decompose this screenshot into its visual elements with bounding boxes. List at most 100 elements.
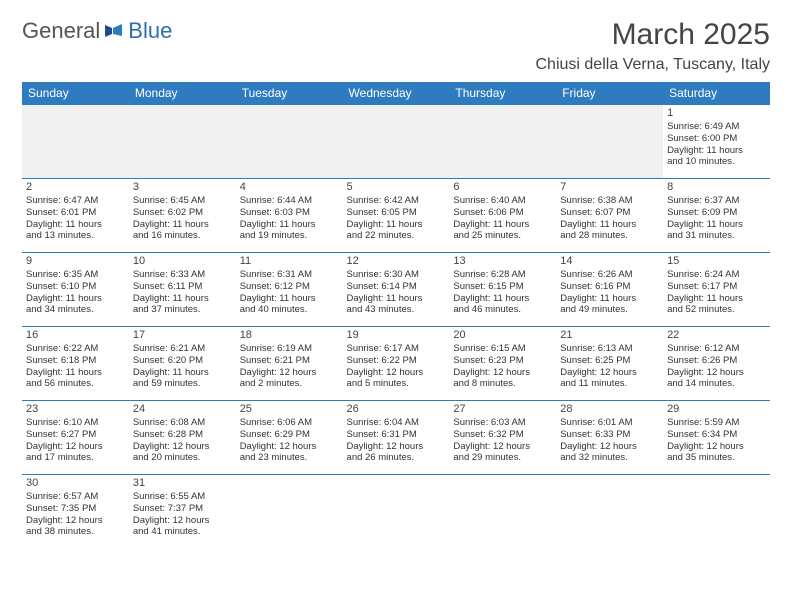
sunrise-text: Sunrise: 6:19 AM (240, 343, 339, 355)
day-number: 15 (667, 255, 766, 269)
day-number: 10 (133, 255, 232, 269)
daylight-text: and 20 minutes. (133, 452, 232, 464)
daylight-text: Daylight: 12 hours (453, 367, 552, 379)
sunrise-text: Sunrise: 6:40 AM (453, 195, 552, 207)
sunset-text: Sunset: 6:17 PM (667, 281, 766, 293)
calendar-cell: 3Sunrise: 6:45 AMSunset: 6:02 PMDaylight… (129, 179, 236, 253)
calendar-cell: 9Sunrise: 6:35 AMSunset: 6:10 PMDaylight… (22, 253, 129, 327)
day-header: Tuesday (236, 82, 343, 105)
title-block: March 2025 Chiusi della Verna, Tuscany, … (536, 18, 771, 74)
sunset-text: Sunset: 6:26 PM (667, 355, 766, 367)
daylight-text: and 29 minutes. (453, 452, 552, 464)
sunset-text: Sunset: 6:34 PM (667, 429, 766, 441)
calendar-week-row: 2Sunrise: 6:47 AMSunset: 6:01 PMDaylight… (22, 179, 770, 253)
calendar-cell: 11Sunrise: 6:31 AMSunset: 6:12 PMDayligh… (236, 253, 343, 327)
daylight-text: and 17 minutes. (26, 452, 125, 464)
sunset-text: Sunset: 6:21 PM (240, 355, 339, 367)
day-header: Monday (129, 82, 236, 105)
day-number: 4 (240, 181, 339, 195)
calendar-cell: 13Sunrise: 6:28 AMSunset: 6:15 PMDayligh… (449, 253, 556, 327)
day-number: 23 (26, 403, 125, 417)
calendar-cell: 27Sunrise: 6:03 AMSunset: 6:32 PMDayligh… (449, 401, 556, 475)
sunrise-text: Sunrise: 6:06 AM (240, 417, 339, 429)
daylight-text: Daylight: 11 hours (347, 219, 446, 231)
day-header: Wednesday (343, 82, 450, 105)
calendar-cell (556, 475, 663, 549)
daylight-text: Daylight: 12 hours (26, 515, 125, 527)
daylight-text: and 13 minutes. (26, 230, 125, 242)
daylight-text: and 10 minutes. (667, 156, 766, 168)
day-number: 30 (26, 477, 125, 491)
calendar-cell: 17Sunrise: 6:21 AMSunset: 6:20 PMDayligh… (129, 327, 236, 401)
calendar-week-row: 1Sunrise: 6:49 AMSunset: 6:00 PMDaylight… (22, 105, 770, 179)
daylight-text: Daylight: 11 hours (133, 219, 232, 231)
sunrise-text: Sunrise: 6:26 AM (560, 269, 659, 281)
day-number: 28 (560, 403, 659, 417)
daylight-text: and 14 minutes. (667, 378, 766, 390)
day-header: Sunday (22, 82, 129, 105)
day-number: 1 (667, 107, 766, 121)
daylight-text: and 28 minutes. (560, 230, 659, 242)
month-title: March 2025 (536, 18, 771, 52)
calendar-cell: 1Sunrise: 6:49 AMSunset: 6:00 PMDaylight… (663, 105, 770, 179)
sunset-text: Sunset: 7:35 PM (26, 503, 125, 515)
sunset-text: Sunset: 6:22 PM (347, 355, 446, 367)
sunset-text: Sunset: 6:11 PM (133, 281, 232, 293)
daylight-text: and 34 minutes. (26, 304, 125, 316)
calendar-cell: 22Sunrise: 6:12 AMSunset: 6:26 PMDayligh… (663, 327, 770, 401)
day-number: 17 (133, 329, 232, 343)
daylight-text: and 22 minutes. (347, 230, 446, 242)
calendar-cell: 6Sunrise: 6:40 AMSunset: 6:06 PMDaylight… (449, 179, 556, 253)
sunrise-text: Sunrise: 6:31 AM (240, 269, 339, 281)
daylight-text: and 46 minutes. (453, 304, 552, 316)
day-number: 8 (667, 181, 766, 195)
calendar-cell (236, 475, 343, 549)
calendar-cell: 24Sunrise: 6:08 AMSunset: 6:28 PMDayligh… (129, 401, 236, 475)
daylight-text: and 23 minutes. (240, 452, 339, 464)
day-number: 29 (667, 403, 766, 417)
sunset-text: Sunset: 7:37 PM (133, 503, 232, 515)
day-number: 16 (26, 329, 125, 343)
daylight-text: Daylight: 12 hours (26, 441, 125, 453)
daylight-text: Daylight: 11 hours (347, 293, 446, 305)
sunset-text: Sunset: 6:33 PM (560, 429, 659, 441)
sunrise-text: Sunrise: 6:03 AM (453, 417, 552, 429)
sunset-text: Sunset: 6:14 PM (347, 281, 446, 293)
calendar-cell: 30Sunrise: 6:57 AMSunset: 7:35 PMDayligh… (22, 475, 129, 549)
daylight-text: and 5 minutes. (347, 378, 446, 390)
sunset-text: Sunset: 6:03 PM (240, 207, 339, 219)
sunrise-text: Sunrise: 6:55 AM (133, 491, 232, 503)
day-header: Saturday (663, 82, 770, 105)
daylight-text: and 19 minutes. (240, 230, 339, 242)
calendar-cell: 2Sunrise: 6:47 AMSunset: 6:01 PMDaylight… (22, 179, 129, 253)
sunset-text: Sunset: 6:25 PM (560, 355, 659, 367)
calendar-cell: 29Sunrise: 5:59 AMSunset: 6:34 PMDayligh… (663, 401, 770, 475)
sunrise-text: Sunrise: 6:44 AM (240, 195, 339, 207)
daylight-text: Daylight: 11 hours (667, 293, 766, 305)
day-number: 7 (560, 181, 659, 195)
sunrise-text: Sunrise: 6:12 AM (667, 343, 766, 355)
sunrise-text: Sunrise: 6:42 AM (347, 195, 446, 207)
calendar-week-row: 30Sunrise: 6:57 AMSunset: 7:35 PMDayligh… (22, 475, 770, 549)
sunrise-text: Sunrise: 5:59 AM (667, 417, 766, 429)
daylight-text: Daylight: 12 hours (667, 441, 766, 453)
sunrise-text: Sunrise: 6:30 AM (347, 269, 446, 281)
day-number: 19 (347, 329, 446, 343)
sunset-text: Sunset: 6:05 PM (347, 207, 446, 219)
sunset-text: Sunset: 6:18 PM (26, 355, 125, 367)
day-number: 5 (347, 181, 446, 195)
sunset-text: Sunset: 6:29 PM (240, 429, 339, 441)
sunset-text: Sunset: 6:09 PM (667, 207, 766, 219)
calendar-cell: 25Sunrise: 6:06 AMSunset: 6:29 PMDayligh… (236, 401, 343, 475)
calendar-cell: 31Sunrise: 6:55 AMSunset: 7:37 PMDayligh… (129, 475, 236, 549)
day-number: 11 (240, 255, 339, 269)
calendar-week-row: 9Sunrise: 6:35 AMSunset: 6:10 PMDaylight… (22, 253, 770, 327)
daylight-text: and 40 minutes. (240, 304, 339, 316)
daylight-text: and 31 minutes. (667, 230, 766, 242)
sunrise-text: Sunrise: 6:35 AM (26, 269, 125, 281)
sunrise-text: Sunrise: 6:28 AM (453, 269, 552, 281)
daylight-text: Daylight: 11 hours (26, 293, 125, 305)
daylight-text: and 59 minutes. (133, 378, 232, 390)
calendar-cell (22, 105, 129, 179)
calendar-cell: 26Sunrise: 6:04 AMSunset: 6:31 PMDayligh… (343, 401, 450, 475)
